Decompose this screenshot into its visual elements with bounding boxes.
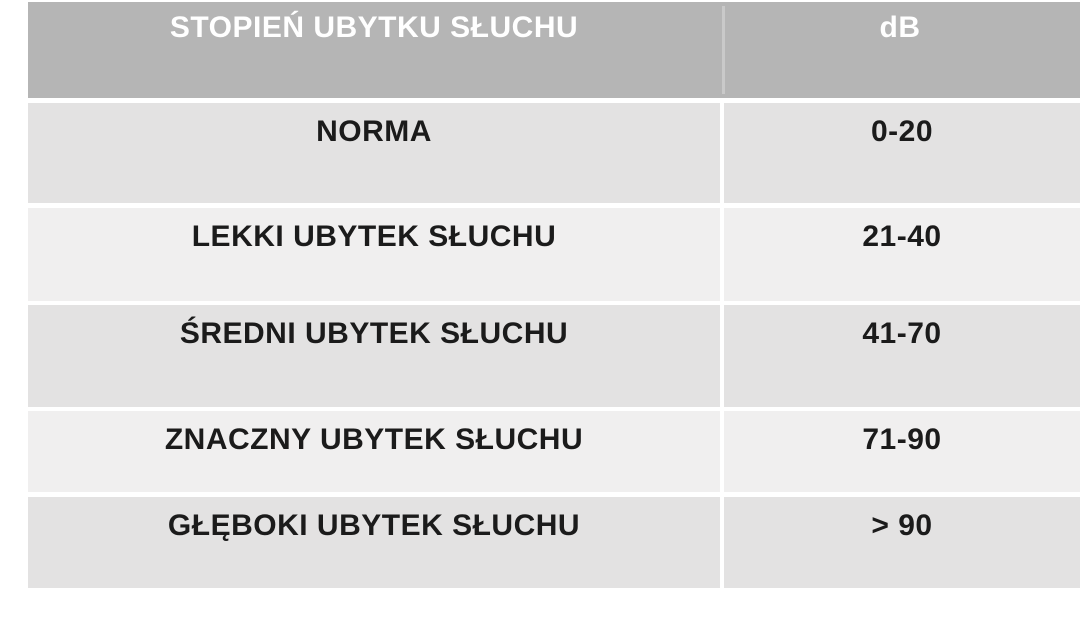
- table-row: GŁĘBOKI UBYTEK SŁUCHU > 90: [28, 497, 1080, 588]
- hearing-loss-table: STOPIEŃ UBYTKU SŁUCHU dB NORMA 0-20 LEKK…: [28, 2, 1080, 588]
- degree-cell: GŁĘBOKI UBYTEK SŁUCHU: [28, 497, 720, 588]
- column-header-db: dB: [879, 11, 921, 44]
- table-row: ZNACZNY UBYTEK SŁUCHU 71-90: [28, 411, 1080, 492]
- degree-cell: LEKKI UBYTEK SŁUCHU: [28, 208, 720, 301]
- table-header-row: STOPIEŃ UBYTKU SŁUCHU dB: [28, 2, 1080, 98]
- table-row: NORMA 0-20: [28, 103, 1080, 203]
- degree-cell: ZNACZNY UBYTEK SŁUCHU: [28, 411, 720, 492]
- column-header-degree: STOPIEŃ UBYTKU SŁUCHU: [169, 11, 579, 44]
- header-column-divider: [722, 6, 725, 94]
- table-row: LEKKI UBYTEK SŁUCHU 21-40: [28, 208, 1080, 301]
- table-row: ŚREDNI UBYTEK SŁUCHU 41-70: [28, 305, 1080, 407]
- db-range-cell: 41-70: [724, 305, 1080, 407]
- degree-cell: NORMA: [28, 103, 720, 203]
- db-range-cell: 0-20: [724, 103, 1080, 203]
- degree-cell: ŚREDNI UBYTEK SŁUCHU: [28, 305, 720, 407]
- db-range-cell: 21-40: [724, 208, 1080, 301]
- db-range-cell: 71-90: [724, 411, 1080, 492]
- db-range-cell: > 90: [724, 497, 1080, 588]
